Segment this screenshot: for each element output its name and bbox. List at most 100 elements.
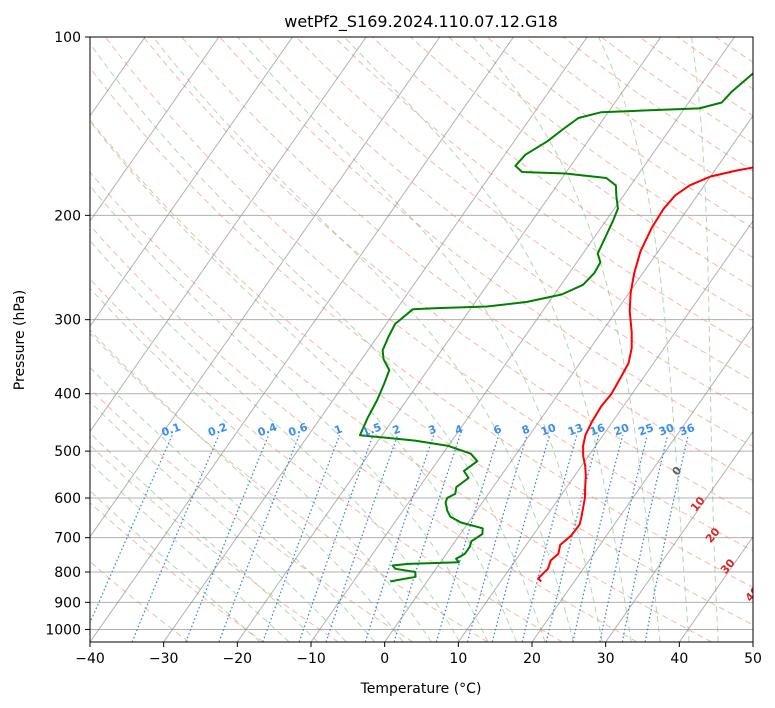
x-tick-label: −10	[296, 651, 326, 667]
mixing-ratio-label: 4	[453, 422, 465, 437]
moist-adiabat-line	[90, 490, 261, 642]
dry-adiabat-line	[90, 119, 753, 626]
mixing-ratio-label: 36	[678, 421, 697, 439]
mixing-ratio-label: 3	[427, 422, 439, 437]
isotherm-line	[90, 37, 441, 538]
mixing-ratio-line	[599, 435, 648, 642]
isotherm-line	[163, 37, 588, 642]
isotherm-line	[384, 114, 753, 642]
isotherm-line	[236, 37, 662, 642]
mixing-ratio-label: 1.5	[360, 420, 383, 439]
isobar-gridlines	[90, 37, 753, 630]
y-tick-label: 200	[54, 208, 81, 224]
x-tick-label: −40	[75, 651, 105, 667]
mixing-ratio-line	[218, 434, 300, 642]
x-tick-label: 0	[380, 651, 389, 667]
moist-adiabat-line	[90, 42, 546, 642]
mixing-ratio-line	[90, 434, 173, 625]
dry-adiabat-line	[90, 67, 753, 588]
mixing-ratio-label: 0.6	[287, 420, 310, 439]
y-tick-label: 700	[54, 531, 81, 547]
mixing-ratio-label: 8	[520, 422, 532, 437]
mixing-ratio-line	[621, 435, 669, 642]
profiles	[359, 72, 753, 583]
isotherm-line	[90, 37, 514, 642]
moist-adiabat-line	[472, 37, 661, 642]
mixing-ratio-label: 25	[637, 421, 656, 438]
x-tick-label: 20	[523, 651, 541, 667]
moist-adiabat-line	[90, 287, 432, 642]
moist-adiabat-line	[90, 120, 517, 642]
dry-adiabat-line	[90, 171, 712, 642]
mixing-ratio-label: 16	[588, 421, 607, 439]
mixing-ratio-label: 0.2	[206, 420, 229, 439]
mixing-ratio-label: 30	[657, 421, 676, 439]
dry-adiabat-line	[410, 37, 753, 289]
y-tick-label: 100	[54, 30, 81, 46]
x-tick-label: 50	[744, 651, 762, 667]
mixing-ratio-lines	[90, 434, 689, 642]
mixing-ratio-line	[572, 435, 624, 642]
moist-adiabat-line	[90, 462, 290, 642]
axes: −40 −30 −20 −10 0 10 20 30 40 5010020030040050060…	[45, 30, 762, 667]
isotherm-line	[310, 37, 735, 642]
mixing-ratio-label: 1	[333, 422, 345, 437]
dewpoint-profile-line	[359, 72, 753, 583]
dry-adiabat-line	[295, 37, 753, 382]
chart-title: wetPf2_S169.2024.110.07.12.G18	[284, 12, 558, 32]
moist-adiabat-line	[691, 37, 719, 642]
dry-adiabat-line	[90, 278, 563, 642]
moist-adiabat-line	[90, 329, 404, 642]
mixing-ratio-line	[466, 435, 528, 642]
mixing-ratio-line	[644, 435, 689, 642]
isotherm-line	[90, 37, 293, 328]
y-tick-label: 400	[54, 387, 81, 403]
dry-adiabat-line	[90, 332, 488, 642]
x-tick-label: 40	[670, 651, 688, 667]
mixing-ratio-line	[491, 435, 551, 642]
isotherm-line	[457, 220, 753, 642]
mixing-ratio-label: 0.4	[256, 420, 279, 439]
mixing-ratio-label: 13	[566, 421, 585, 438]
plot-frame	[89, 36, 754, 643]
moist-adiabats	[90, 37, 719, 642]
x-tick-label: 10	[449, 651, 467, 667]
y-tick-label: 900	[54, 595, 81, 611]
x-tick-label: −20	[223, 651, 253, 667]
y-tick-label: 300	[54, 313, 81, 329]
moist-adiabat-label: 40	[743, 584, 763, 604]
y-tick-label: 800	[54, 565, 81, 581]
isotherm-gridlines	[90, 37, 753, 642]
isotherm-line	[605, 430, 753, 642]
dry-adiabat-line	[143, 37, 753, 516]
y-tick-label: 500	[54, 444, 81, 460]
moist-adiabat-line	[152, 37, 575, 642]
mixing-ratio-line	[262, 434, 341, 642]
y-tick-label: 600	[54, 491, 81, 507]
dry-adiabat-line	[90, 502, 264, 642]
moist-adiabat-line	[237, 37, 603, 642]
x-tick-label: −30	[149, 651, 179, 667]
mixing-ratio-label: 20	[612, 421, 631, 439]
moist-adiabat-line	[90, 240, 461, 642]
moist-adiabat-line	[598, 37, 690, 642]
mixing-ratio-line	[298, 434, 374, 642]
moist-adiabat-line	[90, 432, 319, 642]
moist-adiabat-line	[343, 37, 632, 642]
y-tick-label: 1000	[45, 622, 81, 638]
temperature-profile-line	[537, 166, 753, 583]
mixing-ratio-line	[185, 434, 270, 642]
mixing-ratio-label: 10	[539, 421, 558, 439]
dry-adiabat-line	[219, 37, 753, 448]
isotherm-line	[678, 535, 753, 642]
dry-adiabat-line	[104, 37, 753, 552]
mixing-ratio-label: 0.1	[160, 420, 183, 439]
isotherm-line	[90, 37, 220, 222]
isotherm-line	[90, 37, 367, 433]
x-tick-label: 30	[597, 651, 615, 667]
mixing-ratio-label: 6	[492, 422, 504, 437]
mixing-ratio-label: 2	[391, 422, 403, 437]
moist-adiabat-line	[90, 366, 376, 642]
isotherm-line	[531, 325, 753, 642]
